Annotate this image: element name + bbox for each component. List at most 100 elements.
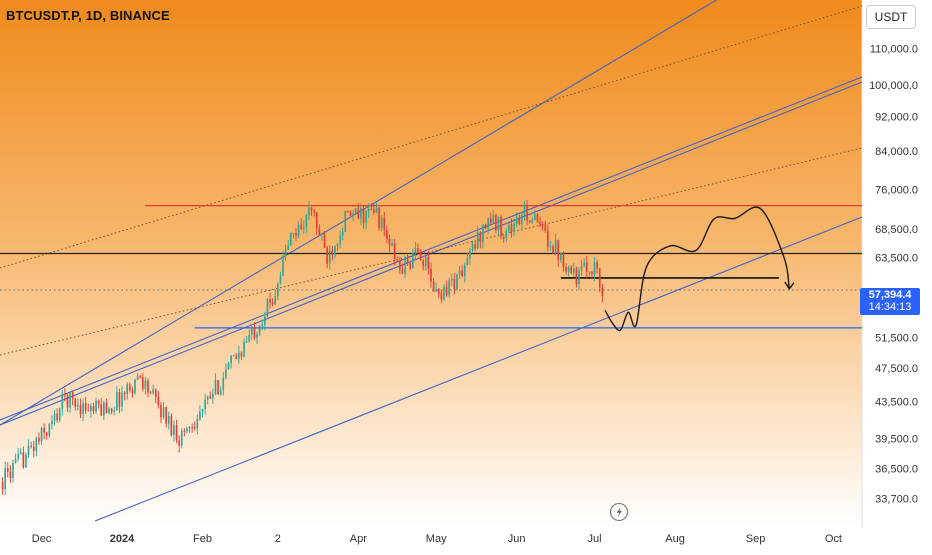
candle: [25, 452, 27, 469]
candle: [334, 245, 336, 259]
time-tick-label: Feb: [193, 533, 212, 545]
candle: [51, 415, 53, 430]
candle: [380, 215, 383, 232]
price-tick-label: 76,000.0: [875, 184, 918, 196]
candle: [240, 351, 243, 360]
candle: [388, 234, 391, 253]
candle: [365, 209, 367, 230]
candle: [552, 244, 554, 254]
candle: [593, 256, 596, 282]
candle: [141, 372, 144, 392]
candle: [321, 232, 323, 241]
candle: [409, 262, 412, 271]
candle: [474, 240, 476, 251]
candle: [305, 213, 308, 234]
candle: [188, 425, 191, 434]
candle: [40, 426, 43, 445]
candle: [105, 398, 108, 414]
candle: [360, 203, 362, 225]
candle: [230, 354, 232, 369]
candle: [157, 390, 160, 409]
candle: [554, 233, 557, 256]
candle: [315, 211, 318, 235]
candle: [48, 422, 51, 439]
candle: [269, 292, 271, 309]
candle: [64, 387, 66, 402]
time-axis-labels: Dec 2024 Feb 2 Apr May Jun Jul Aug Sep Oct: [32, 533, 842, 545]
candle: [445, 280, 448, 297]
candle: [393, 238, 396, 266]
candle: [383, 211, 386, 237]
time-tick-label: 2: [275, 533, 281, 545]
candle: [95, 397, 97, 415]
candle: [17, 448, 19, 462]
horizontal-lines: [0, 205, 862, 329]
price-tick-label: 100,000.0: [869, 80, 918, 92]
candle: [567, 265, 570, 277]
candle: [271, 298, 274, 307]
candle: [14, 453, 17, 464]
candle: [596, 259, 598, 274]
candle: [227, 361, 230, 370]
price-tick-label: 110,000.0: [870, 44, 918, 56]
candle: [217, 380, 219, 395]
candle: [378, 206, 380, 231]
candle: [583, 258, 585, 268]
candle: [183, 428, 186, 437]
candle: [531, 217, 534, 224]
candle: [323, 230, 326, 248]
candle: [513, 218, 515, 237]
lightning-icon[interactable]: [609, 502, 629, 522]
candle: [547, 224, 549, 252]
candle: [154, 388, 157, 404]
candle: [191, 423, 193, 433]
candle: [178, 435, 180, 453]
candle: [90, 403, 92, 418]
candle: [61, 390, 64, 416]
candle: [419, 249, 422, 261]
candle: [56, 408, 58, 424]
candle: [201, 408, 204, 418]
candle: [469, 248, 471, 265]
candle: [466, 252, 469, 266]
candle: [53, 409, 56, 426]
candle: [352, 209, 354, 222]
candle: [362, 205, 365, 229]
time-tick-label: Jul: [588, 533, 602, 545]
candle: [471, 240, 474, 253]
candle: [74, 397, 77, 411]
candle: [219, 386, 222, 396]
candle: [521, 211, 523, 231]
candle: [500, 214, 502, 240]
projection-arrowhead: [784, 281, 795, 291]
candle: [134, 378, 136, 395]
candle: [295, 228, 297, 242]
candle: [43, 423, 45, 440]
candle: [347, 210, 349, 213]
candle: [412, 248, 414, 269]
currency-button[interactable]: USDT: [866, 5, 916, 29]
candle: [357, 202, 360, 220]
bar-countdown-label: 14:34:13: [868, 301, 912, 314]
candle: [35, 436, 38, 457]
candle: [212, 388, 214, 404]
channel-line-mid-a: [0, 76, 863, 421]
candle: [456, 273, 458, 292]
candle: [84, 396, 87, 414]
candle: [232, 354, 235, 357]
candle: [204, 393, 206, 415]
candle: [180, 428, 183, 449]
candle: [196, 414, 199, 435]
candle: [136, 372, 139, 381]
candle: [297, 221, 300, 239]
candle: [225, 363, 227, 380]
candle: [406, 253, 409, 267]
candle: [487, 217, 489, 234]
candle: [313, 209, 315, 217]
candle: [349, 210, 352, 216]
candle: [404, 255, 406, 279]
candle: [282, 250, 284, 277]
candle: [274, 290, 277, 306]
